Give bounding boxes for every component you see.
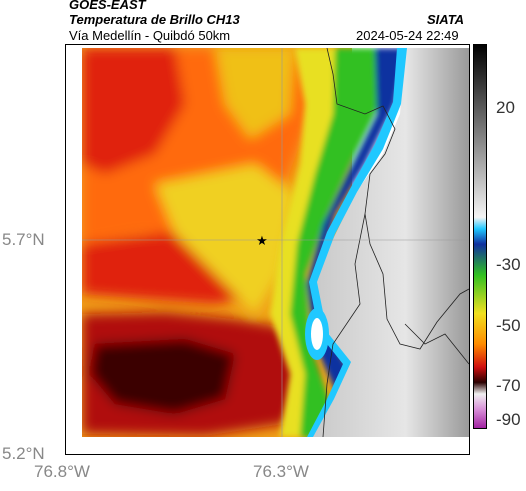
cyan-cloud-fringe	[307, 48, 407, 437]
brightness-temperature-map[interactable]: ★	[65, 44, 470, 455]
region-subtitle: Vía Medellín - Quibdó 50km	[69, 28, 231, 43]
lon-label-left: 76.8°W	[34, 462, 90, 481]
green-cloud-band	[290, 48, 395, 437]
star-icon: ★	[256, 234, 268, 249]
lon-label-right: 76.3°W	[253, 462, 309, 481]
department-boundary	[322, 213, 366, 437]
yellow-cloud-band	[155, 164, 295, 314]
timestamp-label: 2024-05-24 22:49	[356, 28, 459, 43]
temperature-colorbar	[473, 44, 487, 429]
colorbar-label: -90	[496, 410, 521, 429]
product-title: Temperatura de Brillo CH13	[69, 12, 240, 27]
land-surface	[310, 48, 469, 437]
satellite-title: GOES-EAST	[69, 0, 146, 12]
colorbar-label: -50	[496, 316, 521, 335]
lat-label-bottom: 5.2°N	[2, 444, 45, 463]
colorbar-label: 20	[496, 98, 515, 117]
lat-label-top: 5.7°N	[2, 230, 45, 249]
darkest-cloud-core	[90, 339, 235, 414]
colorbar-label: -30	[496, 255, 521, 274]
agency-label: SIATA	[427, 12, 465, 27]
department-boundary-east	[404, 323, 469, 365]
yellow-cloud-top	[215, 48, 295, 139]
red-cloud-top	[82, 48, 185, 174]
yellow-transition	[270, 48, 365, 437]
colorbar-label: -70	[496, 376, 521, 395]
cold-cloud-cell-core	[311, 318, 323, 350]
